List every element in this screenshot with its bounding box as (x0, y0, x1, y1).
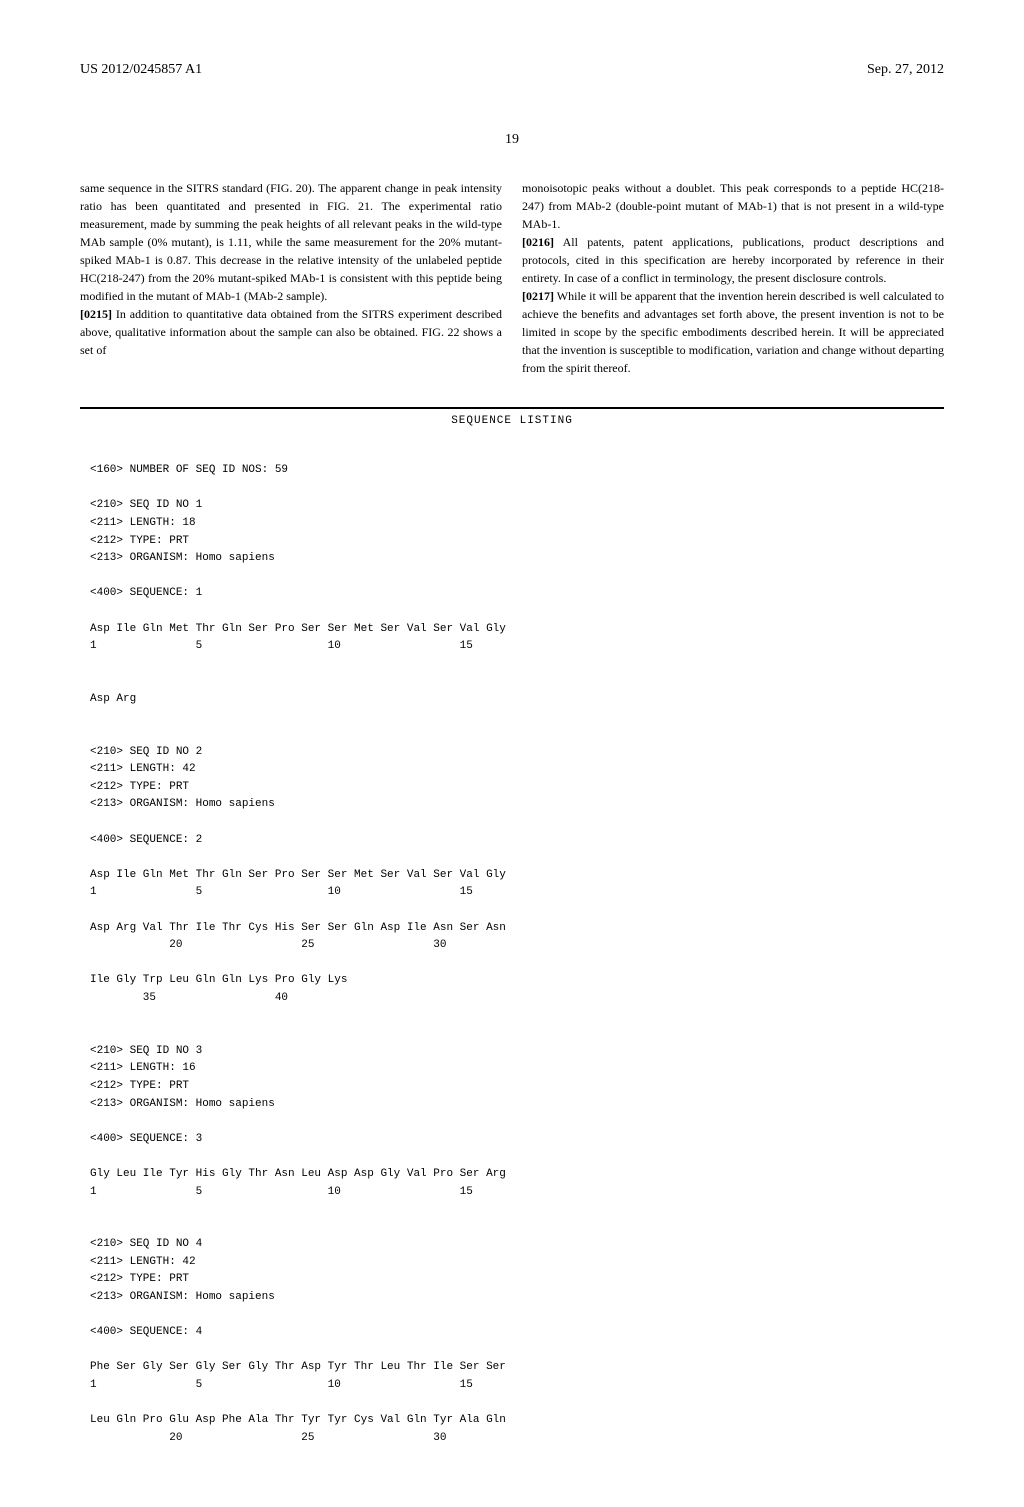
left-column: same sequence in the SITRS standard (FIG… (80, 179, 502, 377)
seq-residues: Ile Gly Trp Leu Gln Gln Lys Pro Gly Lys (90, 974, 347, 986)
seq-numbering: 20 25 30 (90, 939, 446, 951)
seq-line: <210> SEQ ID NO 4 (90, 1238, 202, 1250)
seq-residues: Asp Ile Gln Met Thr Gln Ser Pro Ser Ser … (90, 869, 506, 881)
seq-line: <210> SEQ ID NO 1 (90, 499, 202, 511)
seq-header: <160> NUMBER OF SEQ ID NOS: 59 (90, 464, 288, 476)
sequence-title: SEQUENCE LISTING (80, 414, 944, 429)
seq-residues: Leu Gln Pro Glu Asp Phe Ala Thr Tyr Tyr … (90, 1414, 506, 1426)
seq-line: <211> LENGTH: 16 (90, 1062, 196, 1074)
seq-line: <213> ORGANISM: Homo sapiens (90, 1098, 275, 1110)
seq-line: <211> LENGTH: 42 (90, 1256, 196, 1268)
seq-line: <211> LENGTH: 42 (90, 763, 196, 775)
right-column: monoisotopic peaks without a doublet. Th… (522, 179, 944, 377)
seq-line: <212> TYPE: PRT (90, 781, 189, 793)
seq-line: <213> ORGANISM: Homo sapiens (90, 552, 275, 564)
seq-line: <212> TYPE: PRT (90, 1273, 189, 1285)
sequence-content: <160> NUMBER OF SEQ ID NOS: 59 <210> SEQ… (80, 445, 944, 1448)
seq-residues: Phe Ser Gly Ser Gly Ser Gly Thr Asp Tyr … (90, 1361, 506, 1373)
paragraph-number: [0215] (80, 307, 112, 321)
seq-numbering: 1 5 10 15 (90, 1186, 473, 1198)
sequence-listing: SEQUENCE LISTING <160> NUMBER OF SEQ ID … (80, 407, 944, 1447)
paragraph-text: same sequence in the SITRS standard (FIG… (80, 181, 502, 303)
seq-line: <212> TYPE: PRT (90, 535, 189, 547)
seq-numbering: 1 5 10 15 (90, 640, 473, 652)
paragraph-text: monoisotopic peaks without a doublet. Th… (522, 181, 944, 231)
paragraph-text: All patents, patent applications, public… (522, 235, 944, 285)
seq-numbering: 35 40 (90, 992, 288, 1004)
seq-line: <210> SEQ ID NO 2 (90, 746, 202, 758)
seq-line: <400> SEQUENCE: 3 (90, 1133, 202, 1145)
publication-number: US 2012/0245857 A1 (80, 60, 202, 80)
seq-line: <213> ORGANISM: Homo sapiens (90, 1291, 275, 1303)
paragraph-text: In addition to quantitative data obtaine… (80, 307, 502, 357)
seq-line: <210> SEQ ID NO 3 (90, 1045, 202, 1057)
paragraph-number: [0217] (522, 289, 554, 303)
seq-numbering: 20 25 30 (90, 1432, 446, 1444)
seq-residues: Asp Arg (90, 693, 136, 705)
seq-line: <213> ORGANISM: Homo sapiens (90, 798, 275, 810)
seq-line: <400> SEQUENCE: 1 (90, 587, 202, 599)
seq-line: <400> SEQUENCE: 2 (90, 834, 202, 846)
page-number: 19 (80, 130, 944, 150)
paragraph-number: [0216] (522, 235, 554, 249)
page-header: US 2012/0245857 A1 Sep. 27, 2012 (80, 60, 944, 80)
seq-line: <400> SEQUENCE: 4 (90, 1326, 202, 1338)
paragraph-text: While it will be apparent that the inven… (522, 289, 944, 375)
seq-numbering: 1 5 10 15 (90, 1379, 473, 1391)
seq-numbering: 1 5 10 15 (90, 886, 473, 898)
seq-residues: Asp Ile Gln Met Thr Gln Ser Pro Ser Ser … (90, 623, 506, 635)
seq-line: <211> LENGTH: 18 (90, 517, 196, 529)
text-columns: same sequence in the SITRS standard (FIG… (80, 179, 944, 377)
seq-line: <212> TYPE: PRT (90, 1080, 189, 1092)
publication-date: Sep. 27, 2012 (867, 60, 944, 80)
seq-residues: Asp Arg Val Thr Ile Thr Cys His Ser Ser … (90, 922, 506, 934)
seq-residues: Gly Leu Ile Tyr His Gly Thr Asn Leu Asp … (90, 1168, 506, 1180)
